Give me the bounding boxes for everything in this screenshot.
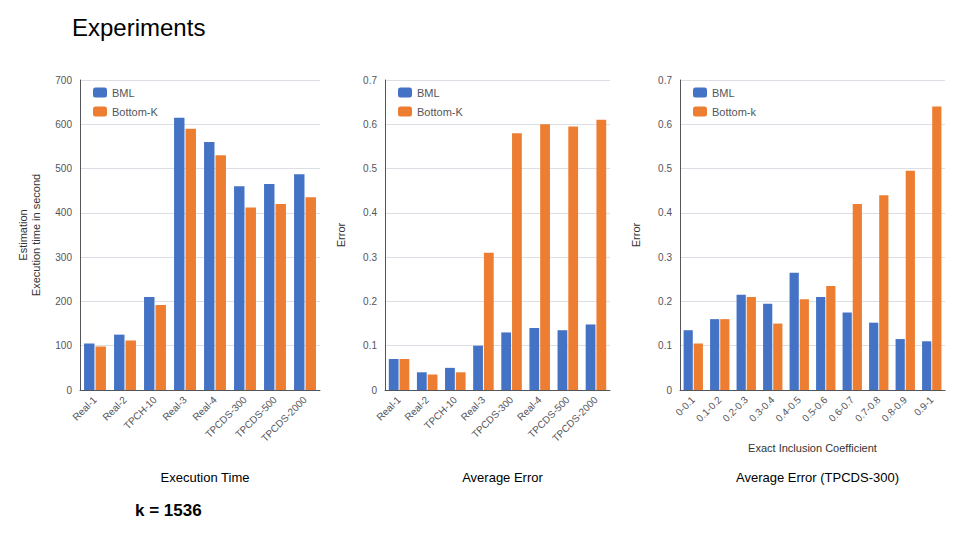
svg-text:0.6: 0.6 bbox=[363, 119, 377, 130]
svg-text:BML: BML bbox=[417, 87, 440, 99]
svg-text:BML: BML bbox=[112, 87, 135, 99]
svg-text:Real-3: Real-3 bbox=[458, 394, 488, 423]
svg-text:400: 400 bbox=[55, 207, 72, 218]
svg-text:Error: Error bbox=[630, 222, 642, 247]
svg-text:Real-2: Real-2 bbox=[100, 394, 129, 423]
svg-text:0.7-0.8: 0.7-0.8 bbox=[853, 394, 883, 424]
svg-text:TPCH-10: TPCH-10 bbox=[122, 394, 160, 432]
svg-text:0.1: 0.1 bbox=[658, 340, 672, 351]
svg-text:0.2: 0.2 bbox=[363, 296, 377, 307]
svg-text:Bottom-K: Bottom-K bbox=[417, 106, 464, 118]
svg-text:0.4: 0.4 bbox=[658, 207, 672, 218]
svg-text:TPCDS-500: TPCDS-500 bbox=[233, 394, 279, 440]
svg-text:300: 300 bbox=[55, 252, 72, 263]
svg-text:Execution Time: Execution Time bbox=[161, 470, 250, 485]
svg-text:0.2-0.3: 0.2-0.3 bbox=[720, 394, 750, 424]
svg-text:0.6: 0.6 bbox=[658, 119, 672, 130]
svg-text:0.5: 0.5 bbox=[658, 163, 672, 174]
svg-text:TPCDS-300: TPCDS-300 bbox=[203, 394, 249, 440]
svg-text:0.5-0.6: 0.5-0.6 bbox=[800, 394, 830, 424]
svg-text:0.6-0.7: 0.6-0.7 bbox=[826, 394, 856, 424]
svg-text:k = 1536: k = 1536 bbox=[135, 501, 202, 520]
svg-text:Experiments: Experiments bbox=[72, 14, 205, 41]
svg-text:100: 100 bbox=[55, 340, 72, 351]
svg-text:0.9-1: 0.9-1 bbox=[912, 394, 936, 418]
svg-text:Bottom-k: Bottom-k bbox=[712, 106, 757, 118]
svg-text:0.4-0.5: 0.4-0.5 bbox=[773, 394, 803, 424]
svg-text:TPCDS-300: TPCDS-300 bbox=[470, 394, 516, 440]
svg-text:Average Error (TPCDS-300): Average Error (TPCDS-300) bbox=[736, 470, 899, 485]
svg-text:TPCDS-2000: TPCDS-2000 bbox=[259, 394, 309, 444]
svg-text:0.3-0.4: 0.3-0.4 bbox=[747, 394, 777, 424]
svg-text:600: 600 bbox=[55, 119, 72, 130]
svg-text:BML: BML bbox=[712, 87, 735, 99]
svg-text:TPCDS-500: TPCDS-500 bbox=[525, 394, 572, 440]
svg-text:Real-4: Real-4 bbox=[190, 394, 219, 423]
svg-text:Real-1: Real-1 bbox=[70, 394, 99, 423]
svg-text:0-0.1: 0-0.1 bbox=[673, 394, 697, 418]
svg-text:Real-2: Real-2 bbox=[402, 394, 432, 423]
svg-text:0.3: 0.3 bbox=[658, 252, 672, 263]
svg-text:500: 500 bbox=[55, 163, 72, 174]
svg-text:Execution time in second: Execution time in second bbox=[30, 174, 42, 296]
svg-text:Error: Error bbox=[335, 222, 347, 247]
svg-text:200: 200 bbox=[55, 296, 72, 307]
svg-text:Real-1: Real-1 bbox=[374, 394, 403, 423]
svg-text:Bottom-K: Bottom-K bbox=[112, 106, 159, 118]
svg-text:0: 0 bbox=[666, 385, 672, 396]
svg-text:0: 0 bbox=[66, 385, 72, 396]
svg-text:Estimation: Estimation bbox=[17, 209, 29, 260]
svg-text:Real-4: Real-4 bbox=[515, 394, 544, 423]
svg-text:0.4: 0.4 bbox=[363, 207, 377, 218]
svg-text:0.7: 0.7 bbox=[658, 75, 672, 86]
svg-text:Exact Inclusion Coefficient: Exact Inclusion Coefficient bbox=[748, 442, 877, 454]
svg-text:0.7: 0.7 bbox=[363, 75, 377, 86]
svg-text:Real-3: Real-3 bbox=[160, 394, 189, 423]
svg-text:TPCDS-2000: TPCDS-2000 bbox=[550, 394, 600, 444]
svg-text:0: 0 bbox=[371, 385, 377, 396]
svg-text:0.8-0.9: 0.8-0.9 bbox=[879, 394, 909, 424]
svg-text:0.1-0.2: 0.1-0.2 bbox=[694, 394, 724, 424]
svg-text:Average Error: Average Error bbox=[462, 470, 543, 485]
svg-text:TPCH-10: TPCH-10 bbox=[422, 394, 460, 432]
svg-text:0.3: 0.3 bbox=[363, 252, 377, 263]
svg-text:0.1: 0.1 bbox=[363, 340, 377, 351]
svg-text:0.5: 0.5 bbox=[363, 163, 377, 174]
svg-text:0.2: 0.2 bbox=[658, 296, 672, 307]
svg-text:700: 700 bbox=[55, 75, 72, 86]
